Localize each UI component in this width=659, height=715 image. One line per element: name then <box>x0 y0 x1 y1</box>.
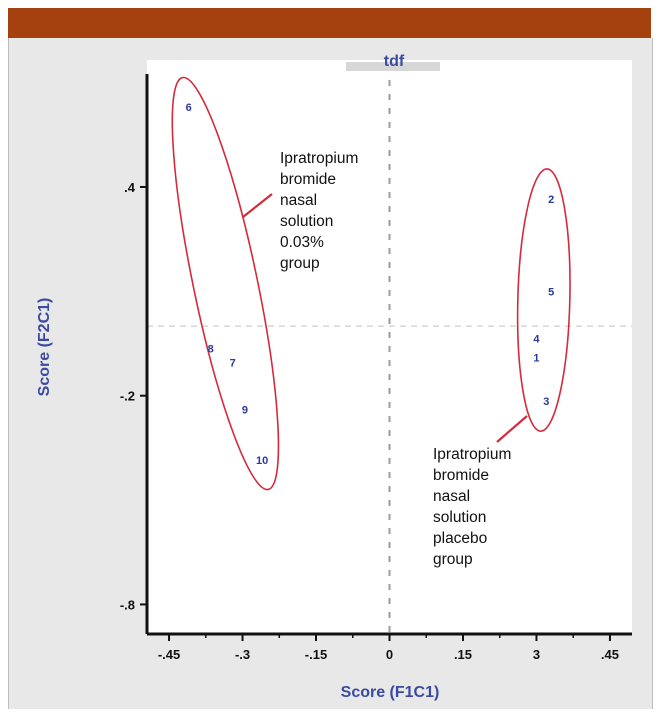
group-ellipse-2 <box>516 168 571 432</box>
data-points: 6 8 7 9 10 2 5 4 1 3 <box>186 102 555 467</box>
group-ellipse-1 <box>171 76 280 491</box>
leader-line <box>496 415 528 443</box>
grid-lines <box>147 80 632 634</box>
annotation-line: nasal <box>280 192 317 209</box>
y-tick-label: .4 <box>124 180 136 195</box>
y-tick-label: -.8 <box>120 597 135 612</box>
leader-line <box>242 193 273 218</box>
annotation-line: bromide <box>433 467 489 484</box>
x-axis-title: Score (F1C1) <box>341 684 440 701</box>
x-tick-label: 0 <box>386 647 393 662</box>
data-point: 7 <box>230 358 236 370</box>
x-tick-label: -.45 <box>158 647 180 662</box>
group-ellipses <box>171 76 571 491</box>
y-axis-title: Score (F2C1) <box>36 298 53 397</box>
annotation-line: solution <box>433 509 486 526</box>
annotation-line: 0.03% <box>280 234 324 251</box>
title-tab <box>346 62 440 71</box>
data-point: 8 <box>208 344 214 356</box>
data-point: 1 <box>533 352 539 364</box>
annotation-line: bromide <box>280 171 336 188</box>
group-annotations: Ipratropium bromide nasal solution 0.03% grou… <box>242 150 528 568</box>
data-point: 5 <box>548 286 554 298</box>
annotation-line: Ipratropium <box>433 446 511 463</box>
data-point: 6 <box>186 102 192 114</box>
x-tick-label: -.3 <box>235 647 250 662</box>
group-annotation-2: Ipratropium bromide nasal solution placebo gr… <box>433 415 528 568</box>
y-tick-label: -.2 <box>120 389 135 404</box>
x-tick-label: -.15 <box>305 647 327 662</box>
y-axis-ticks: .4 -.2 -.8 <box>120 180 147 612</box>
annotation-line: Ipratropium <box>280 150 358 167</box>
annotation-line: group <box>280 255 320 272</box>
data-point: 4 <box>533 333 540 345</box>
x-tick-label: .45 <box>601 647 619 662</box>
annotation-line: nasal <box>433 488 470 505</box>
x-axis-ticks: -.45 -.3 -.15 0 .15 3 .45 <box>158 634 619 662</box>
data-point: 10 <box>256 455 268 467</box>
annotation-line: group <box>433 551 473 568</box>
annotation-line: solution <box>280 213 333 230</box>
group-annotation-1: Ipratropium bromide nasal solution 0.03% grou… <box>242 150 358 272</box>
data-point: 3 <box>543 396 549 408</box>
data-point: 9 <box>242 405 248 417</box>
header-bar <box>8 8 651 38</box>
x-tick-label: 3 <box>533 647 540 662</box>
chart-title: tdf <box>384 53 405 70</box>
annotation-line: placebo <box>433 530 487 547</box>
data-point: 2 <box>548 194 554 206</box>
x-tick-label: .15 <box>454 647 472 662</box>
